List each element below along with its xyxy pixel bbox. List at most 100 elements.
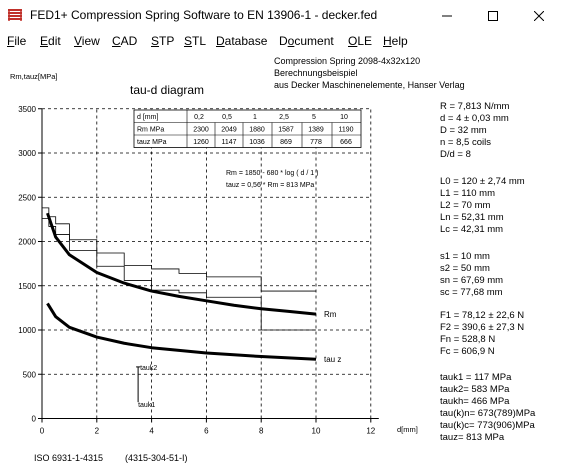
table-cell: 2300	[193, 127, 209, 134]
series-rm-label: Rm	[324, 310, 337, 319]
table-cell: 1036	[249, 139, 265, 146]
tauk1-label: tauk1	[138, 402, 155, 409]
tauk2-label: tauk2	[140, 365, 157, 372]
y-tick-label: 3500	[18, 105, 36, 114]
x-tick-label: 10	[312, 427, 321, 436]
y-tick-label: 2000	[18, 238, 36, 247]
result-line: F1 = 78,12 ± 22,6 N	[440, 310, 525, 321]
result-line: tau(k)n= 673(789)MPa	[440, 408, 536, 419]
y-tick-label: 2500	[18, 193, 36, 202]
menu-bar: File Edit View CAD STP STL Database Document OLE…	[0, 31, 562, 52]
result-line: D/d = 8	[440, 149, 471, 160]
table-header-cell: 1	[253, 114, 257, 121]
series-tauz-label: tau z	[324, 355, 341, 364]
minimize-button[interactable]	[424, 0, 470, 31]
result-line: Fn = 528,8 N	[440, 334, 496, 345]
table-header-cell: 2,5	[279, 114, 289, 121]
series-rm-line	[46, 212, 317, 316]
menu-stp[interactable]: STP	[151, 34, 175, 48]
menu-cad[interactable]: CAD	[112, 34, 138, 48]
table-cell: 1190	[338, 127, 353, 134]
result-line: L0 = 120 ± 2,74 mm	[440, 176, 525, 187]
tau-d-chart: 0 500 1000 1500 2000 2500 3000 3500 0 2 4 6 8 10 12 Rm,…	[10, 72, 418, 436]
table-row-label: Rm MPa	[137, 127, 164, 134]
footer-code: (4315-304-51-I)	[125, 453, 188, 463]
table-header-cell: 10	[340, 114, 348, 121]
table-row-label: tauz MPa	[137, 139, 167, 146]
table-header-cell: d [mm]	[137, 114, 158, 121]
y-axis-label: Rm,tauz[MPa]	[10, 72, 58, 81]
menu-file[interactable]: File	[7, 34, 27, 48]
x-tick-label: 8	[259, 427, 264, 436]
chart-title: tau-d diagram	[130, 83, 204, 97]
result-line: s2 = 50 mm	[440, 263, 490, 274]
result-line: L2 = 70 mm	[440, 200, 491, 211]
y-tick-label: 1000	[18, 326, 36, 335]
tolerance-envelope-lower	[42, 218, 316, 331]
result-line: R = 7,813 N/mm	[440, 101, 510, 112]
header-line-3: aus Decker Maschinenelemente, Hanser Ver…	[274, 80, 465, 90]
table-cell: 778	[310, 139, 322, 146]
maximize-icon	[488, 10, 498, 21]
result-line: d = 4 ± 0,03 mm	[440, 113, 509, 124]
table-cell: 869	[280, 139, 292, 146]
menu-stl[interactable]: STL	[184, 34, 207, 48]
x-tick-label: 6	[204, 427, 209, 436]
x-tick-label: 4	[149, 427, 154, 436]
result-line: tauk2= 583 MPa	[440, 384, 510, 395]
maximize-button[interactable]	[470, 0, 516, 31]
spring-app-icon[interactable]	[7, 8, 23, 22]
menu-help[interactable]: Help	[383, 34, 408, 48]
result-line: L1 = 110 mm	[440, 188, 496, 199]
data-table	[133, 109, 362, 148]
table-cell: 1389	[308, 127, 324, 134]
close-button[interactable]	[516, 0, 562, 31]
tolerance-envelope-upper	[42, 207, 316, 292]
table-cell: 2049	[221, 127, 237, 134]
header-line-1: Compression Spring 2098-4x32x120	[274, 56, 421, 66]
table-header-cell: 5	[312, 114, 316, 121]
menu-ole[interactable]: OLE	[348, 34, 373, 48]
result-line: n = 8,5 coils	[440, 137, 491, 148]
result-line: tauk1 = 117 MPa	[440, 372, 512, 383]
table-cell: 1587	[278, 127, 294, 134]
y-tick-label: 500	[23, 370, 37, 379]
y-tick-label: 3000	[18, 149, 36, 158]
result-line: Fc = 606,9 N	[440, 346, 495, 357]
x-tick-label: 0	[40, 427, 45, 436]
series-tauz-line	[46, 302, 317, 361]
table-cell: 1260	[193, 139, 209, 146]
window-title: FED1+ Compression Spring Software to EN …	[30, 8, 378, 22]
close-icon	[534, 10, 544, 21]
result-line: s1 = 10 mm	[440, 251, 490, 262]
menu-database[interactable]: Database	[216, 34, 268, 48]
header-line-2: Berechnungsbeispiel	[274, 68, 358, 78]
result-line: D = 32 mm	[440, 125, 487, 136]
table-cell: 666	[340, 139, 352, 146]
y-tick-label: 0	[32, 415, 37, 424]
footer-standard: ISO 6931-1-4315	[34, 453, 104, 463]
title-bar: FED1+ Compression Spring Software to EN …	[0, 0, 562, 31]
result-line: sn = 67,69 mm	[440, 275, 504, 286]
menu-edit[interactable]: Edit	[40, 34, 61, 48]
result-line: taukh= 466 MPa	[440, 396, 510, 407]
table-cell: 1147	[221, 139, 236, 146]
x-axis-label: d[mm]	[397, 425, 418, 434]
menu-view[interactable]: View	[74, 34, 100, 48]
result-line: tauz= 813 MPa	[440, 432, 505, 443]
table-header-cell: 0,2	[194, 114, 204, 121]
minimize-icon	[442, 15, 452, 16]
result-line: Lc = 42,31 mm	[440, 224, 504, 235]
result-line: sc = 77,68 mm	[440, 287, 503, 298]
result-line: tau(k)c= 773(906)MPa	[440, 420, 535, 431]
result-line: Ln = 52,31 mm	[440, 212, 504, 223]
formula-rm: Rm = 1850 - 680 * log ( d / 1 )	[226, 170, 318, 177]
formula-tauz: tauz = 0,56 * Rm = 813 MPa	[226, 182, 314, 189]
menu-document[interactable]: Document	[279, 34, 334, 48]
y-tick-label: 1500	[18, 282, 36, 291]
x-tick-label: 2	[95, 427, 100, 436]
client-area: 0 500 1000 1500 2000 2500 3000 3500 0 2 4 6 8 10 12 Rm,…	[0, 52, 562, 467]
x-tick-label: 12	[366, 427, 375, 436]
result-line: F2 = 390,6 ± 27,3 N	[440, 322, 525, 333]
table-header-cell: 0,5	[222, 114, 232, 121]
